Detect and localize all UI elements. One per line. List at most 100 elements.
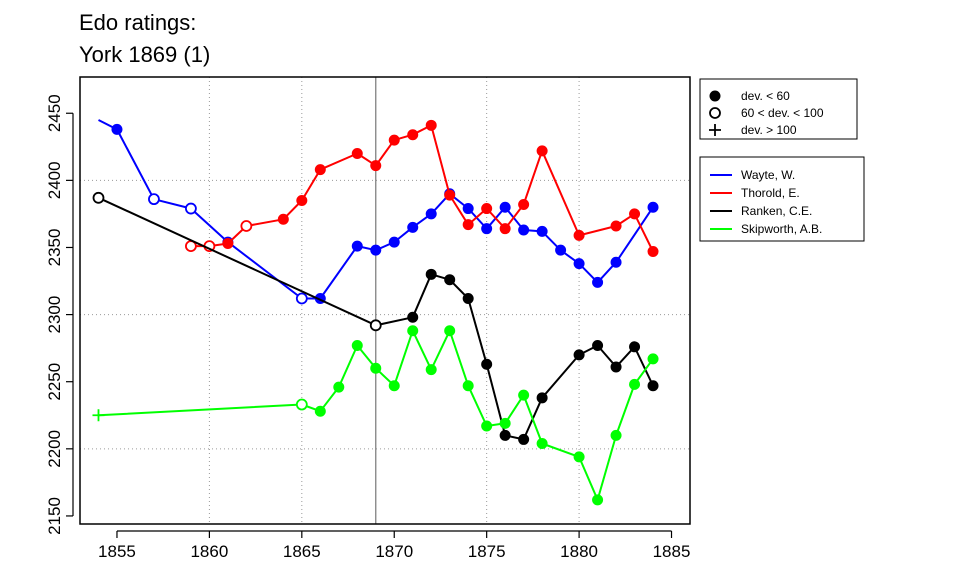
data-point bbox=[444, 274, 456, 286]
x-tick-label: 1855 bbox=[98, 542, 136, 561]
data-point bbox=[222, 237, 234, 249]
data-point bbox=[536, 437, 548, 449]
legend-marker bbox=[709, 90, 721, 102]
series-legend-label: Wayte, W. bbox=[741, 168, 795, 182]
data-point bbox=[351, 148, 363, 160]
data-point bbox=[536, 225, 548, 237]
data-point bbox=[518, 389, 530, 401]
data-point bbox=[370, 244, 382, 256]
x-tick-label: 1875 bbox=[468, 542, 506, 561]
data-point bbox=[499, 201, 511, 213]
data-point bbox=[388, 134, 400, 146]
y-tick-label: 2400 bbox=[45, 161, 64, 199]
data-point bbox=[462, 380, 474, 392]
x-tick-label: 1880 bbox=[560, 542, 598, 561]
series-legend-label: Skipworth, A.B. bbox=[741, 222, 822, 236]
y-tick-label: 2350 bbox=[45, 229, 64, 267]
y-tick-label: 2200 bbox=[45, 430, 64, 468]
series-legend: Wayte, W. Thorold, E. Ranken, C.E. Skipwort… bbox=[699, 156, 865, 242]
data-point bbox=[647, 353, 659, 365]
data-point bbox=[111, 123, 123, 135]
data-point bbox=[481, 358, 493, 370]
data-point bbox=[518, 199, 530, 211]
data-point bbox=[388, 236, 400, 248]
series-line bbox=[190, 124, 654, 252]
data-point bbox=[536, 392, 548, 404]
data-point bbox=[425, 364, 437, 376]
marker-legend-label: 60 < dev. < 100 bbox=[741, 106, 824, 120]
data-point bbox=[592, 276, 604, 288]
chart-title-line-1: Edo ratings: bbox=[79, 10, 197, 35]
data-point bbox=[481, 223, 493, 235]
data-point bbox=[351, 339, 363, 351]
y-tick-label: 2300 bbox=[45, 296, 64, 334]
marker-legend-label: dev. > 100 bbox=[741, 123, 797, 137]
data-point bbox=[573, 229, 585, 241]
grid-lines bbox=[80, 77, 690, 524]
series-line bbox=[98, 329, 654, 501]
data-point bbox=[462, 203, 474, 215]
series-2 bbox=[92, 191, 659, 445]
data-point bbox=[314, 405, 326, 417]
data-point bbox=[629, 208, 641, 220]
marker-legend-label: dev. < 60 bbox=[741, 89, 790, 103]
data-point bbox=[369, 319, 382, 332]
data-point bbox=[610, 361, 622, 373]
data-point bbox=[425, 208, 437, 220]
data-point bbox=[592, 494, 604, 506]
series-3 bbox=[92, 325, 659, 506]
x-tick-label: 1885 bbox=[653, 542, 691, 561]
data-point bbox=[407, 221, 419, 233]
x-tick-label: 1860 bbox=[190, 542, 228, 561]
data-point bbox=[92, 191, 105, 204]
data-point bbox=[444, 325, 456, 337]
data-point bbox=[444, 189, 456, 201]
data-point bbox=[518, 224, 530, 236]
data-point bbox=[314, 164, 326, 176]
data-point bbox=[629, 341, 641, 353]
data-point bbox=[240, 220, 253, 232]
series-legend-box bbox=[699, 156, 865, 242]
data-point bbox=[185, 202, 197, 215]
data-point bbox=[462, 292, 474, 304]
series-0 bbox=[98, 119, 659, 305]
data-point bbox=[425, 268, 437, 280]
data-point bbox=[370, 362, 382, 374]
data-point bbox=[295, 398, 308, 411]
data-point bbox=[92, 409, 105, 422]
data-point bbox=[573, 349, 585, 361]
data-point bbox=[555, 244, 567, 256]
legends: dev. < 60 60 < dev. < 100 dev. > 100 Wayte,… bbox=[699, 78, 865, 242]
data-point bbox=[647, 380, 659, 392]
series-legend-label: Thorold, E. bbox=[741, 186, 800, 200]
data-point bbox=[592, 339, 604, 351]
data-point bbox=[351, 240, 363, 252]
data-point bbox=[647, 201, 659, 213]
data-point bbox=[462, 219, 474, 231]
y-tick-label: 2450 bbox=[45, 94, 64, 132]
data-point bbox=[425, 119, 437, 131]
chart-title-line-2: York 1869 (1) bbox=[79, 42, 211, 67]
marker-legend: dev. < 60 60 < dev. < 100 dev. > 100 bbox=[699, 78, 858, 140]
data-point bbox=[148, 193, 160, 206]
data-point bbox=[610, 256, 622, 268]
x-tick-label: 1870 bbox=[375, 542, 413, 561]
axes: 1855 1860 1865 1870 1875 1880 1885 2150 2200 2250… bbox=[45, 94, 690, 561]
data-point bbox=[573, 258, 585, 270]
data-point bbox=[277, 213, 289, 225]
data-point bbox=[610, 429, 622, 441]
data-point bbox=[647, 246, 659, 258]
data-point bbox=[499, 429, 511, 441]
data-point bbox=[481, 203, 493, 215]
plot-frame bbox=[79, 76, 691, 525]
data-point bbox=[499, 417, 511, 429]
y-tick-label: 2250 bbox=[45, 363, 64, 401]
data-point bbox=[407, 325, 419, 337]
data-point bbox=[407, 311, 419, 323]
series-legend-label: Ranken, C.E. bbox=[741, 204, 812, 218]
data-point bbox=[388, 380, 400, 392]
data-point bbox=[370, 160, 382, 172]
marker-legend-box bbox=[699, 78, 858, 140]
data-point bbox=[407, 129, 419, 141]
